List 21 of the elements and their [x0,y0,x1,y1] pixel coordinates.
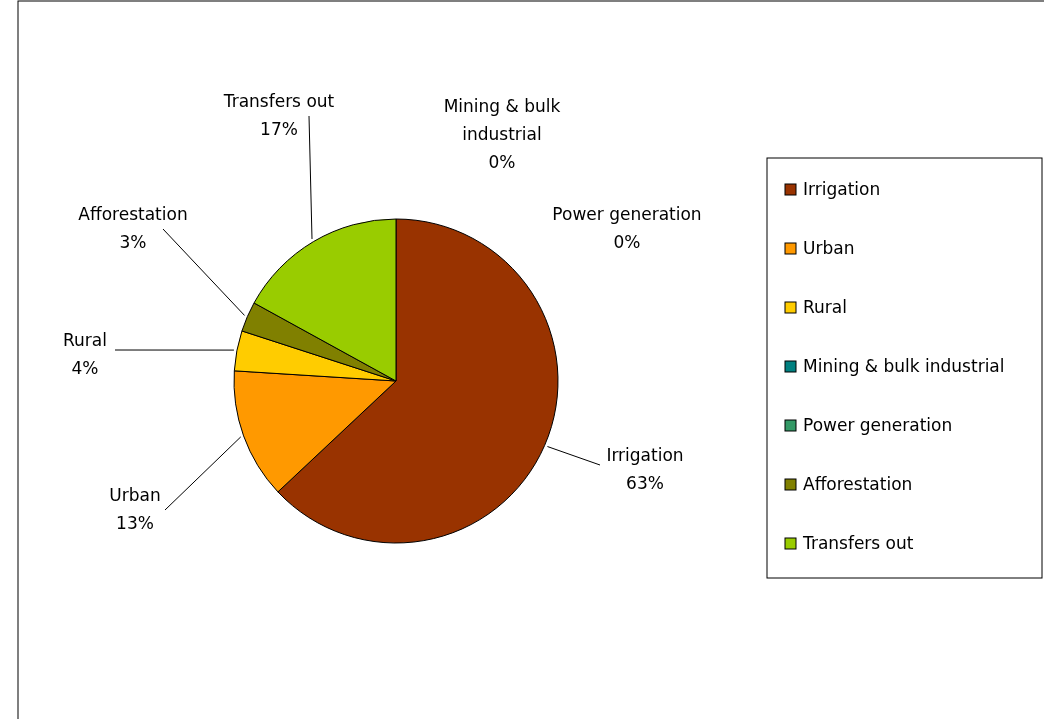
legend-label: Power generation [803,415,953,435]
legend-label: Irrigation [803,179,881,199]
legend-label: Afforestation [803,474,913,494]
data-label: 3% [119,232,147,252]
legend-label: Rural [803,297,847,317]
category-label: Power generation [552,204,702,224]
slice-label: Transfers out [222,91,335,111]
legend-label: Mining & bulk industrial [803,356,1005,376]
text: 0% [613,232,641,252]
slice-label: Afforestation [78,204,188,224]
slice-label: Irrigation [606,445,684,465]
data-label: 63% [626,473,664,493]
legend-label: Transfers out [802,533,914,553]
category-label: Mining & bulk industrial [443,96,561,144]
data-label: 4% [71,358,99,378]
data-label: 13% [116,513,154,533]
slice-label: Urban [109,485,161,505]
data-label: 17% [260,119,298,139]
legend-label: Urban [803,238,855,258]
slice-label: Rural [63,330,107,350]
text: 0% [488,152,516,172]
